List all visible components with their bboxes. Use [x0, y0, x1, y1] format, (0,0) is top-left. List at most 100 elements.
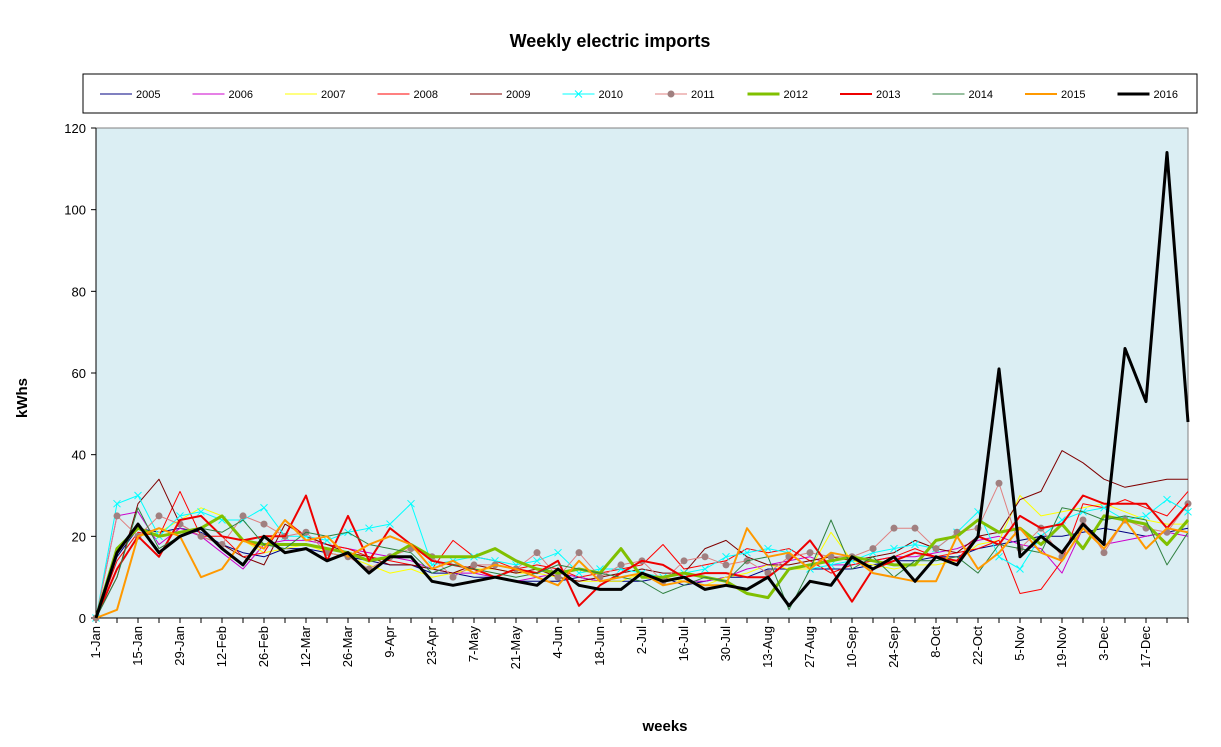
x-tick-label: 3-Dec: [1096, 626, 1111, 661]
data-point: [575, 549, 583, 557]
data-point: [155, 512, 163, 520]
data-point: [743, 548, 751, 557]
x-tick-label: 8-Oct: [928, 626, 943, 658]
legend-label: 2013: [876, 89, 900, 101]
y-tick-label: 100: [64, 203, 86, 218]
x-tick-label: 4-Jun: [550, 626, 565, 659]
legend-label: 2009: [506, 89, 530, 101]
legend-item-2006: 2006: [192, 89, 253, 101]
legend-item-2010: 2010: [562, 89, 623, 101]
y-tick-label: 60: [72, 366, 86, 381]
x-tick-label: 26-Mar: [340, 625, 355, 667]
data-point: [533, 549, 541, 557]
y-tick-label: 0: [79, 611, 86, 626]
data-point: [365, 524, 373, 533]
data-point: [680, 557, 688, 565]
data-point: [995, 479, 1003, 487]
legend-marker: [574, 90, 583, 98]
legend-item-2012: 2012: [747, 89, 808, 101]
data-point: [722, 552, 730, 561]
data-point: [176, 512, 184, 520]
data-point: [113, 499, 121, 508]
legend-item-2016: 2016: [1117, 89, 1178, 101]
data-point: [806, 549, 814, 557]
legend-item-2008: 2008: [377, 89, 438, 101]
series-2016: [94, 151, 1190, 619]
y-tick-label: 120: [64, 121, 86, 136]
legend-label: 2008: [414, 89, 438, 101]
x-tick-label: 24-Sep: [886, 626, 901, 668]
data-point: [470, 561, 478, 569]
data-point: [386, 520, 394, 528]
legend-item-2014: 2014: [932, 89, 993, 101]
legend-label: 2010: [599, 89, 623, 101]
series-line-2012: [94, 514, 1190, 619]
legend-marker: [667, 90, 675, 98]
data-point: [1184, 507, 1192, 516]
data-point: [239, 512, 247, 520]
series-2013: [95, 494, 1189, 619]
x-tick-label: 10-Sep: [844, 626, 859, 668]
data-point: [260, 503, 268, 512]
series-line-2009: [95, 450, 1188, 619]
data-point: [722, 561, 730, 569]
x-tick-label: 16-Jul: [676, 626, 691, 662]
data-point: [701, 553, 709, 561]
data-point: [1079, 516, 1087, 524]
data-point: [701, 565, 709, 573]
data-point: [533, 556, 541, 565]
data-point: [554, 573, 562, 581]
series-layer: [92, 151, 1192, 622]
data-point: [407, 499, 415, 508]
x-tick-label: 30-Jul: [718, 626, 733, 662]
x-tick-label: 27-Aug: [802, 626, 817, 668]
legend-label: 2014: [969, 89, 993, 101]
x-tick-label: 1-Jan: [88, 626, 103, 659]
x-tick-label: 23-Apr: [424, 625, 439, 665]
data-point: [1100, 549, 1108, 557]
data-point: [554, 548, 562, 557]
data-point: [197, 532, 205, 540]
legend-label: 2007: [321, 89, 345, 101]
x-tick-label: 12-Feb: [214, 626, 229, 667]
legend-item-2009: 2009: [470, 89, 530, 101]
y-tick-label: 20: [72, 529, 86, 544]
x-tick-label: 9-Apr: [382, 625, 397, 657]
legend-label: 2005: [136, 89, 160, 101]
data-point: [890, 544, 898, 553]
data-point: [1142, 512, 1150, 520]
series-2009: [95, 450, 1188, 619]
legend-label: 2012: [784, 89, 808, 101]
x-tick-label: 12-Mar: [298, 625, 313, 667]
y-tick-label: 40: [72, 448, 86, 463]
x-tick-label: 21-May: [508, 626, 523, 670]
x-tick-label: 18-Jun: [592, 626, 607, 666]
data-point: [1016, 565, 1024, 573]
x-tick-label: 17-Dec: [1138, 626, 1153, 668]
series-line-2016: [94, 151, 1190, 619]
legend: 2005 2006 2007 2008 2009 2010 2011 2012 2013 2014…: [82, 73, 1198, 114]
x-tick-label: 5-Nov: [1012, 626, 1027, 661]
data-point: [260, 520, 268, 528]
data-point: [869, 545, 877, 553]
x-tick-label: 19-Nov: [1054, 626, 1069, 668]
x-tick-label: 26-Feb: [256, 626, 271, 667]
data-point: [449, 573, 457, 581]
legend-label: 2006: [229, 89, 253, 101]
data-point: [197, 507, 205, 516]
data-point: [617, 561, 625, 569]
series-line-2013: [95, 494, 1189, 619]
data-point: [113, 512, 121, 520]
x-tick-label: 13-Aug: [760, 626, 775, 668]
legend-box: [82, 73, 1198, 114]
legend-item-2007: 2007: [285, 89, 345, 101]
x-tick-label: 29-Jan: [172, 626, 187, 666]
x-tick-label: 22-Oct: [970, 626, 985, 665]
legend-item-2013: 2013: [840, 89, 900, 101]
y-tick-label: 80: [72, 284, 86, 299]
series-2012: [94, 514, 1190, 619]
data-point: [1163, 495, 1171, 504]
data-point: [890, 524, 898, 532]
legend-item-2011: 2011: [655, 89, 715, 101]
legend-item-2015: 2015: [1025, 89, 1085, 101]
